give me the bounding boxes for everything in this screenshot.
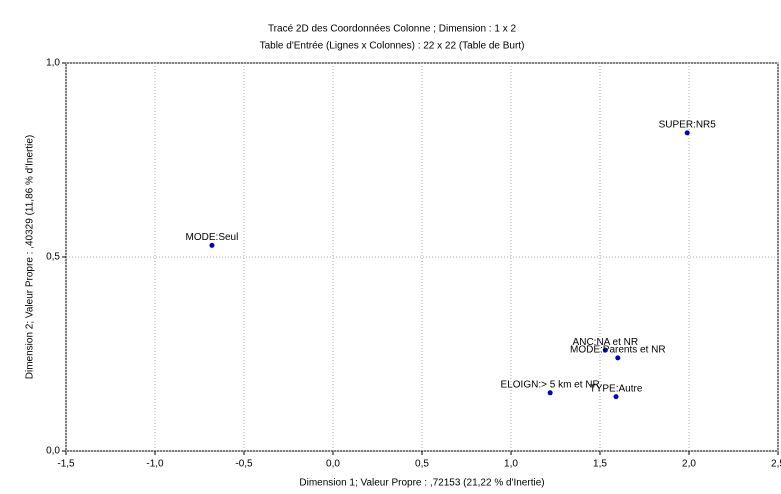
y-tick-label: 0,0 [46,446,60,457]
chart-subtitle: Table d'Entrée (Lignes x Colonnes) : 22 … [260,41,525,52]
point [684,130,690,136]
point-label: TYPE:Autre [590,383,643,394]
point-label: ANC:NA et NR [573,337,639,348]
x-tick-label: 1,0 [504,459,518,470]
point [547,390,553,396]
x-tick-label: 2,0 [682,459,696,470]
point-label: SUPER:NR5 [659,119,717,130]
chart-title: Tracé 2D des Coordonnées Colonne ; Dimen… [268,24,517,35]
y-tick-label: 1,0 [46,58,60,69]
point [615,355,621,361]
x-tick-label: 2,5 [771,459,781,470]
x-tick-label: 0,0 [326,459,340,470]
point [602,347,608,353]
point [613,394,619,400]
point [209,242,215,248]
point-label: MODE:Parents et NR [570,345,666,356]
x-tick-label: -0,5 [235,459,253,470]
x-tick-label: -1,0 [146,459,164,470]
x-tick-label: 0,5 [415,459,429,470]
x-tick-label: 1,5 [593,459,607,470]
x-axis-label: Dimension 1; Valeur Propre : ,72153 (21,… [299,478,544,489]
x-tick-label: -1,5 [57,459,75,470]
point-label: ELOIGN:> 5 km et NR [501,379,600,390]
point-label: MODE:Seul [186,232,239,243]
y-axis-label: Dimension 2; Valeur Propre : ,40329 (11,… [25,135,36,379]
y-tick-label: 0,5 [46,252,60,263]
